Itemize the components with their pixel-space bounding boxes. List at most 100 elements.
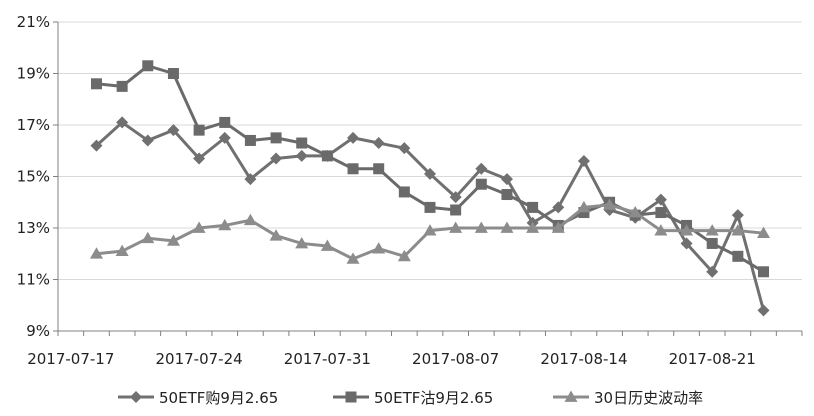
data-point (218, 218, 232, 231)
data-point (372, 137, 385, 150)
data-point (244, 173, 257, 186)
data-point (501, 189, 513, 201)
data-point (373, 163, 385, 175)
x-axis-ticks: 2017-07-17 2017-07-24 2017-07-31 2017-08-07… (27, 350, 756, 368)
data-point (90, 78, 102, 90)
data-point (398, 186, 410, 198)
data-point (500, 173, 513, 186)
data-point (193, 124, 205, 136)
data-point (193, 152, 206, 165)
data-point (219, 116, 231, 128)
data-point (474, 221, 488, 233)
data-point (166, 234, 180, 246)
data-point (243, 213, 257, 226)
data-point (578, 207, 590, 219)
data-point (116, 116, 129, 129)
data-point (706, 265, 719, 278)
data-point (449, 191, 462, 204)
series-layer (89, 60, 771, 317)
data-point (757, 226, 771, 239)
legend-marker (345, 391, 357, 403)
x-tick-label: 2017-07-17 (27, 350, 114, 368)
data-point (192, 221, 206, 233)
data-point (475, 178, 487, 190)
data-point (116, 80, 128, 92)
x-tick-label: 2017-08-14 (540, 350, 627, 368)
y-tick-label: 19% (17, 65, 50, 83)
data-point (295, 236, 309, 249)
data-point (680, 237, 693, 250)
data-point (450, 204, 462, 216)
data-point (628, 206, 642, 218)
data-point (90, 139, 103, 152)
data-point (705, 224, 719, 236)
series-3 (89, 198, 771, 264)
y-tick-label: 15% (17, 168, 50, 186)
data-point (141, 134, 154, 147)
data-point (295, 149, 308, 162)
legend-marker (564, 390, 578, 402)
legend-label: 50ETF沽9月2.65 (374, 389, 493, 407)
data-point (424, 167, 436, 180)
data-point (398, 142, 411, 155)
data-point (577, 155, 590, 168)
data-point (244, 134, 256, 146)
data-point (475, 162, 488, 175)
data-point (372, 242, 386, 254)
data-point (680, 224, 694, 236)
y-tick-label: 11% (17, 271, 50, 289)
data-point (321, 150, 333, 162)
data-point (296, 137, 308, 149)
y-axis-ticks: 9% 11% 13% 15% 17% 19% 21% (17, 13, 50, 340)
legend-marker (130, 391, 142, 403)
data-point (218, 131, 231, 144)
data-point (732, 250, 744, 262)
y-tick-label: 13% (17, 219, 50, 237)
data-point (320, 239, 334, 251)
data-point (731, 224, 745, 236)
data-point (757, 304, 770, 317)
data-point (577, 200, 591, 213)
data-point (347, 163, 359, 175)
data-point (142, 60, 154, 72)
data-point (500, 221, 514, 233)
data-point (270, 132, 282, 144)
y-tick-label: 17% (17, 116, 50, 134)
data-point (526, 221, 540, 233)
legend-item-3: 30日历史波动率 (553, 389, 703, 407)
data-point (758, 266, 770, 278)
x-tick-label: 2017-08-07 (412, 350, 499, 368)
data-point (654, 224, 668, 236)
data-point (397, 249, 411, 262)
data-point (449, 221, 463, 233)
data-point (527, 201, 539, 213)
legend-item-2: 50ETF沽9月2.65 (333, 389, 493, 407)
data-point (706, 237, 718, 249)
data-point (167, 124, 180, 137)
legend-label: 50ETF购9月2.65 (159, 389, 278, 407)
data-point (655, 207, 667, 219)
data-point (551, 221, 565, 233)
data-point (424, 201, 436, 213)
data-point (423, 224, 437, 236)
data-point (654, 193, 667, 206)
data-point (731, 209, 744, 222)
data-point (141, 231, 155, 244)
data-point (89, 247, 103, 259)
data-point (346, 252, 360, 264)
data-point (270, 152, 283, 165)
data-point (603, 198, 617, 210)
x-tick-label: 2017-07-31 (284, 350, 371, 368)
axes (53, 21, 803, 336)
data-point (115, 244, 129, 257)
legend-item-1: 50ETF购9月2.65 (118, 389, 278, 407)
data-point (269, 229, 283, 241)
y-tick-label: 21% (17, 13, 50, 31)
x-tick-label: 2017-08-21 (669, 350, 756, 368)
legend: 50ETF购9月2.65 50ETF沽9月2.65 30日历史波动率 (118, 389, 703, 407)
y-tick-label: 9% (26, 322, 50, 340)
data-point (552, 201, 565, 214)
legend-label: 30日历史波动率 (594, 389, 703, 407)
